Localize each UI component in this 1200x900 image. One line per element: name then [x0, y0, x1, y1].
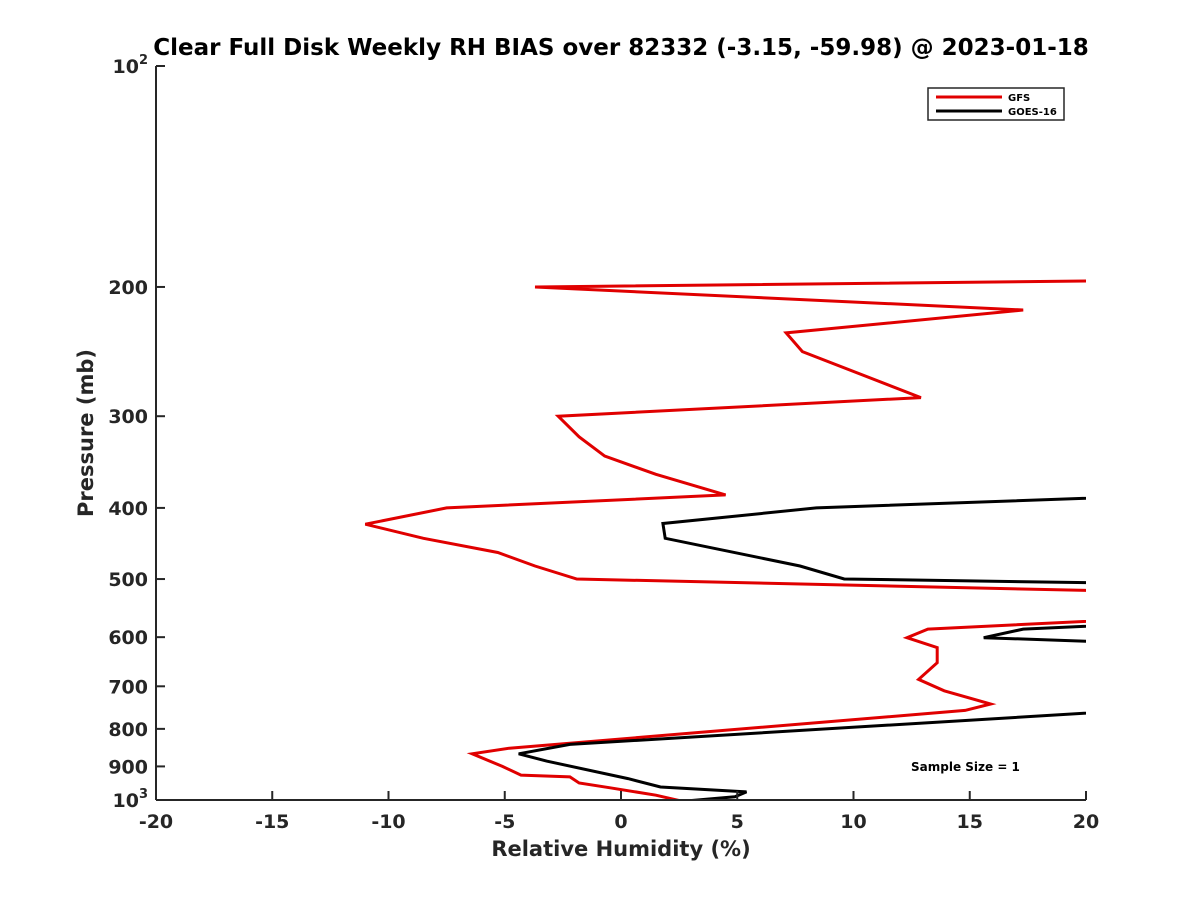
x-tick-label: -20 [139, 811, 173, 833]
x-tick-label: -5 [494, 811, 515, 833]
y-tick-label: 800 [108, 719, 148, 741]
series-line-gfs [364, 279, 1086, 800]
series-line-goes-16 [518, 496, 1086, 800]
x-tick-label: 20 [1073, 811, 1099, 833]
y-tick-label: 300 [108, 406, 148, 428]
x-tick-label: 0 [614, 811, 627, 833]
y-tick-label: 400 [108, 498, 148, 520]
x-tick-label: 5 [731, 811, 744, 833]
y-tick-label: 900 [108, 756, 148, 778]
x-tick-label: -15 [255, 811, 289, 833]
y-axis-label: Pressure (mb) [74, 349, 98, 517]
legend-box [927, 87, 1065, 121]
chart-title: Clear Full Disk Weekly RH BIAS over 8233… [153, 35, 1089, 61]
y-tick-label: 500 [108, 569, 148, 591]
x-tick-label: -10 [371, 811, 405, 833]
sample-size-annotation: Sample Size = 1 [911, 760, 1020, 774]
series-layer [364, 279, 1086, 800]
y-tick-label: 103 [113, 787, 149, 812]
legend-goes16-label: GOES-16 [1008, 107, 1057, 118]
y-tick-label: 200 [108, 277, 148, 299]
y-tick-label: 102 [113, 53, 149, 78]
x-axis-label: Relative Humidity (%) [491, 837, 750, 861]
y-tick-label: 600 [108, 627, 148, 649]
axes-layer: -20 -15 -10 -5 0 5 10 15 20 102 200 300 400 500 600 700… [108, 53, 1099, 833]
y-tick-label: 700 [108, 676, 148, 698]
x-tick-label: 10 [840, 811, 866, 833]
legend: GFS GOES-16 [927, 87, 1065, 121]
x-tick-label: 15 [957, 811, 983, 833]
legend-gfs-label: GFS [1008, 93, 1030, 104]
